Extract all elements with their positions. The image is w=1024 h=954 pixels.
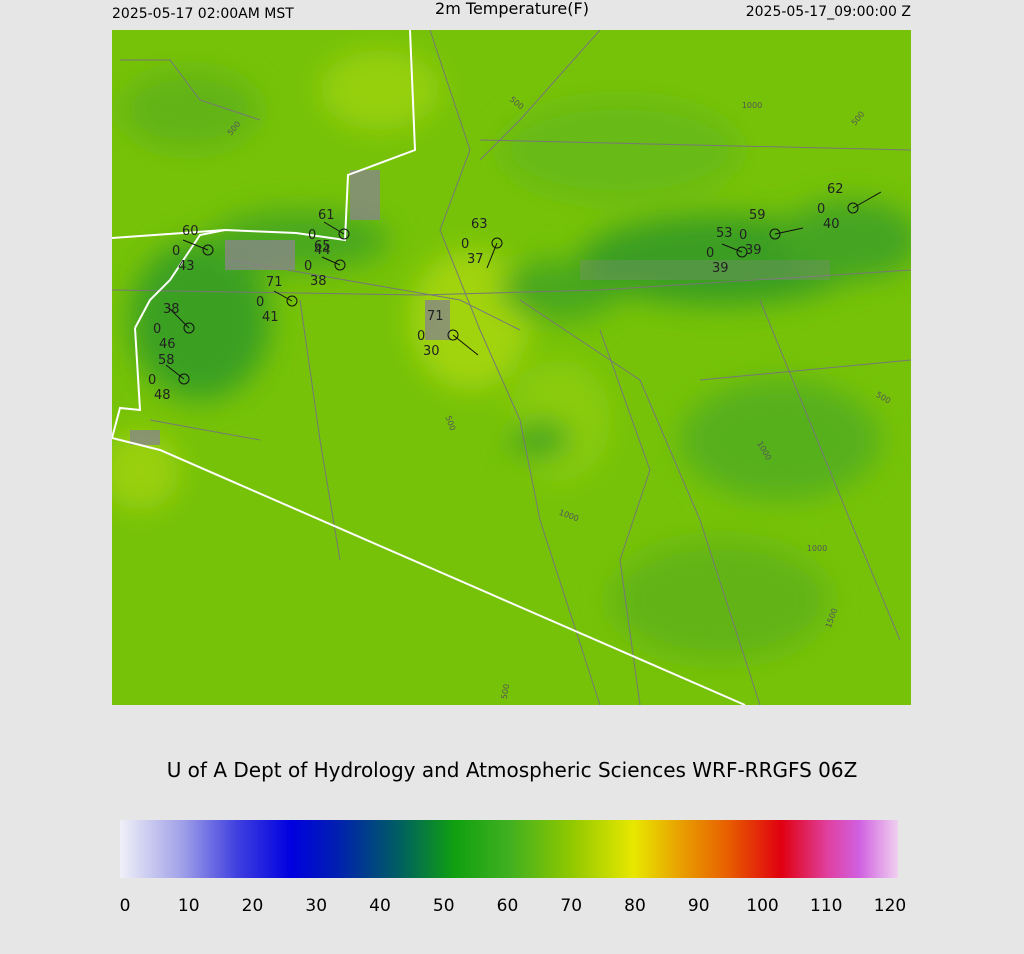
station-dewpoint: 30	[423, 344, 440, 359]
map-title: 2m Temperature(F)	[435, 0, 589, 18]
colorbar-tick-label: 110	[810, 896, 842, 916]
wind-barb	[273, 290, 293, 302]
station-wind: 0	[256, 295, 264, 310]
station-wind: 0	[148, 373, 156, 388]
station-temperature: 59	[749, 208, 766, 223]
station-circle	[769, 228, 781, 240]
station-temperature: 65	[314, 239, 331, 254]
station-circle	[183, 322, 195, 334]
station-circle	[736, 246, 748, 258]
wind-barb	[323, 221, 345, 235]
station-temperature: 71	[427, 309, 444, 324]
colorbar	[120, 820, 898, 878]
station-temperature: 53	[716, 226, 733, 241]
station-circle	[202, 244, 214, 256]
station-dewpoint: 37	[467, 252, 484, 267]
wind-barb	[165, 364, 185, 380]
station-temperature: 38	[163, 302, 180, 317]
station-wind: 0	[461, 237, 469, 252]
station-wind: 0	[172, 244, 180, 259]
valid-time-utc: 2025-05-17_09:00:00 Z	[746, 4, 911, 20]
colorbar-tick-label: 80	[624, 896, 646, 916]
station-temperature: 60	[182, 224, 199, 239]
colorbar-tick-label: 0	[120, 896, 131, 916]
credit: U of A Dept of Hydrology and Atmospheric…	[167, 758, 858, 782]
station-wind: 0	[739, 228, 747, 243]
colorbar-tick-label: 30	[305, 896, 327, 916]
station-dewpoint: 41	[262, 310, 279, 325]
wind-barb	[721, 243, 743, 253]
station-circle	[447, 329, 459, 341]
station-wind: 0	[304, 259, 312, 274]
station-wind: 0	[706, 246, 714, 261]
station-temperature: 62	[827, 182, 844, 197]
station-circle	[178, 373, 190, 385]
station-circle	[847, 202, 859, 214]
colorbar-tick-label: 20	[242, 896, 264, 916]
colorbar-tick-label: 100	[746, 896, 778, 916]
colorbar-tick-label: 120	[874, 896, 906, 916]
station-temperature: 63	[471, 217, 488, 232]
station-dewpoint: 46	[159, 337, 176, 352]
colorbar-tick-label: 90	[688, 896, 710, 916]
colorbar-tick-label: 60	[497, 896, 519, 916]
station-circle	[338, 228, 350, 240]
station-dewpoint: 44	[314, 243, 331, 258]
colorbar-tick-label: 50	[433, 896, 455, 916]
contour-label: 500	[500, 683, 512, 700]
station-wind: 0	[817, 202, 825, 217]
station-temperature: 71	[266, 275, 283, 290]
station-dewpoint: 39	[745, 243, 762, 258]
station-dewpoint: 43	[178, 259, 195, 274]
station-circle	[334, 259, 346, 271]
wind-barb	[182, 239, 209, 251]
station-wind: 0	[417, 329, 425, 344]
wind-barb	[486, 242, 498, 269]
station-dewpoint: 38	[310, 274, 327, 289]
colorbar-tick-label: 70	[560, 896, 582, 916]
valid-time-local: 2025-05-17 02:00AM MST	[112, 6, 294, 22]
station-wind: 0	[153, 322, 161, 337]
contour-label: 1000	[742, 101, 762, 110]
wind-barb	[321, 256, 341, 266]
station-temperature: 58	[158, 353, 175, 368]
station-dewpoint: 48	[154, 388, 171, 403]
station-dewpoint: 39	[712, 261, 729, 276]
colorbar-tick-label: 40	[369, 896, 391, 916]
station-wind: 0	[308, 228, 316, 243]
station-temperature: 61	[318, 208, 335, 223]
station-dewpoint: 40	[823, 217, 840, 232]
station-circle	[286, 295, 298, 307]
contour-label: 1000	[807, 544, 827, 553]
colorbar-tick-label: 10	[178, 896, 200, 916]
station-circle	[491, 237, 503, 249]
